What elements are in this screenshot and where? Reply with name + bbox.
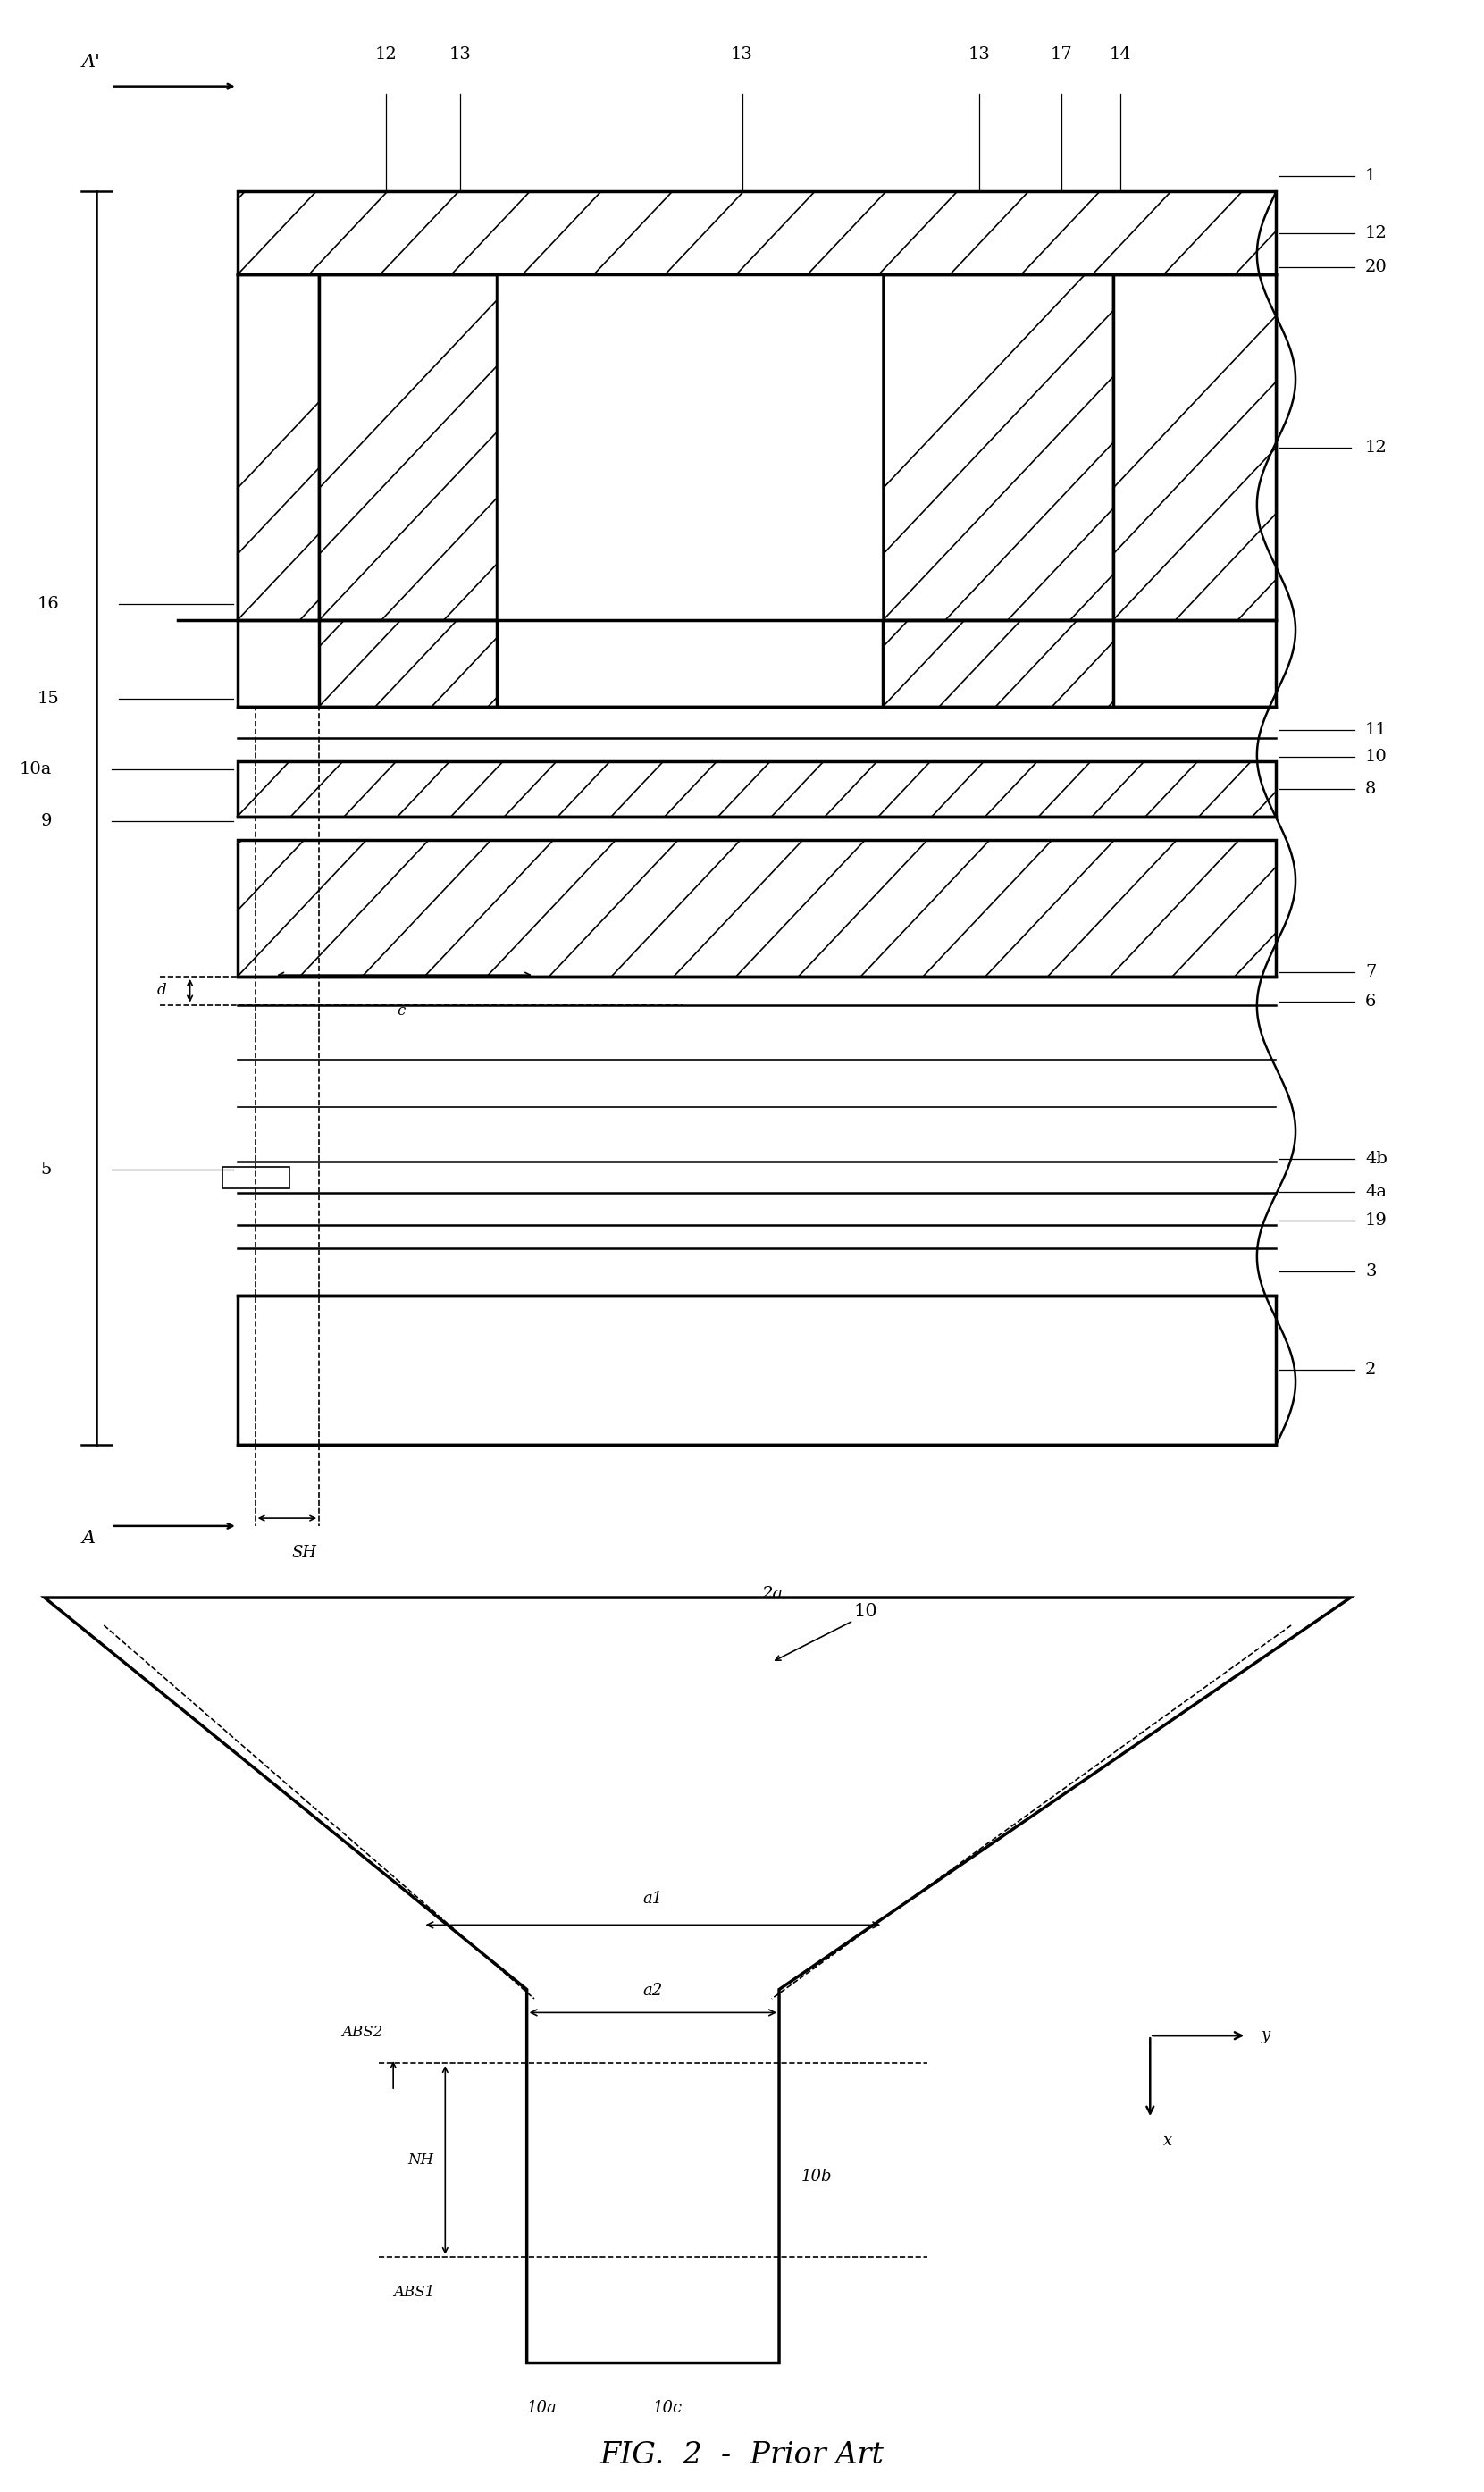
Text: 15: 15 [37,690,59,708]
Bar [237,840,1276,977]
Text: 9: 9 [40,812,52,830]
Text: 4a: 4a [1365,1184,1386,1199]
Text: 17: 17 [1051,47,1071,62]
Text: ABS2: ABS2 [341,2026,383,2041]
Bar [319,621,497,705]
Text: 3: 3 [1365,1263,1377,1281]
Bar [1113,274,1276,621]
Text: A': A' [82,55,101,70]
Text: 10: 10 [853,1602,877,1620]
Text: NH: NH [408,2153,433,2168]
Text: 13: 13 [732,47,752,62]
Text: 10c: 10c [653,2400,683,2415]
Text: 13: 13 [969,47,990,62]
Text: c: c [396,1004,405,1019]
Text: 10b: 10b [801,2168,833,2185]
Bar [237,274,319,621]
Text: 2a: 2a [761,1585,782,1602]
Text: 20: 20 [1365,259,1388,274]
Text: 7: 7 [1365,964,1376,979]
Text: x: x [1163,2133,1172,2148]
Text: 10a: 10a [527,2400,556,2415]
Text: 2: 2 [1365,1361,1376,1378]
Bar [237,763,1276,817]
Text: 4b: 4b [1365,1151,1388,1166]
Bar [883,621,1113,705]
Polygon shape [45,1597,1350,2362]
Bar [497,274,883,621]
Bar [319,274,497,621]
Text: FIG.  2  -  Prior Art: FIG. 2 - Prior Art [600,2442,884,2470]
Text: 5: 5 [42,1161,52,1179]
Text: SH: SH [292,1545,316,1560]
Text: 19: 19 [1365,1214,1388,1229]
Text: 14: 14 [1110,47,1131,62]
Text: 10: 10 [1365,748,1388,765]
Text: 12: 12 [1365,224,1388,242]
Text: 16: 16 [37,596,59,613]
Text: 8: 8 [1365,780,1376,797]
Text: a2: a2 [643,1984,663,1999]
Text: 12: 12 [1365,439,1388,456]
Text: a1: a1 [643,1891,663,1906]
Text: 6: 6 [1365,994,1376,1009]
Text: 10a: 10a [19,760,52,778]
Text: FIG.  1  -  Prior Art: FIG. 1 - Prior Art [600,1712,884,1739]
Bar [237,274,1276,705]
Text: ABS1: ABS1 [393,2285,435,2300]
Bar [883,274,1113,621]
Text: y: y [1261,2028,1270,2043]
Text: A: A [82,1530,95,1548]
Text: 13: 13 [450,47,470,62]
Text: 12: 12 [375,47,396,62]
Text: 1: 1 [1365,167,1376,184]
Bar [237,1296,1276,1445]
Text: 11: 11 [1365,723,1388,738]
Bar [223,1166,289,1189]
Text: d: d [157,982,166,999]
Bar [237,192,1276,274]
